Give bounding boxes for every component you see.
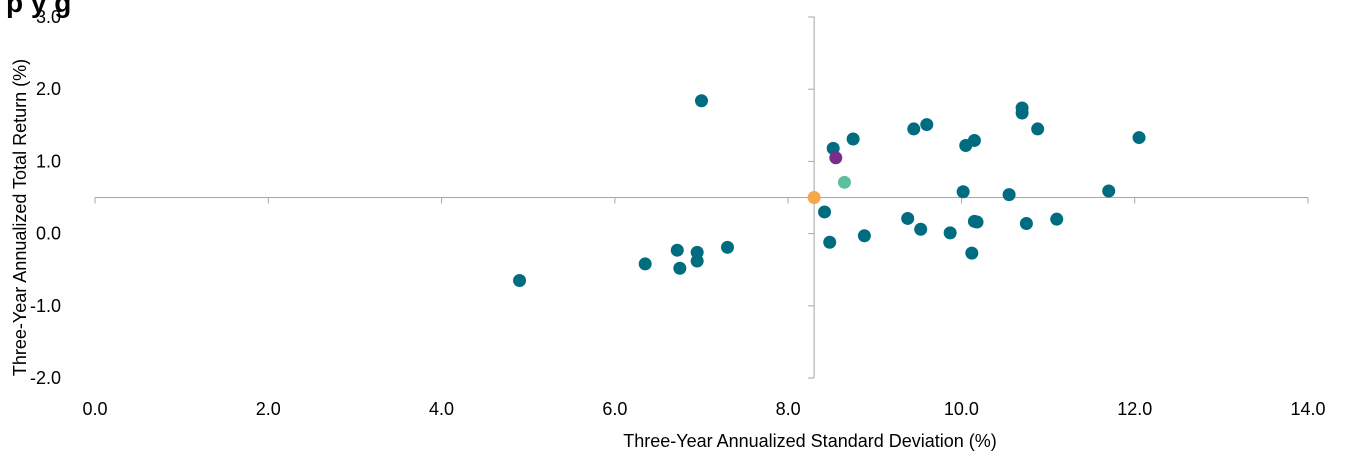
data-point [670, 243, 684, 257]
x-tick-label: 2.0 [256, 399, 281, 419]
x-tick-label: 10.0 [944, 399, 979, 419]
data-point [846, 132, 860, 146]
y-tick-label: -2.0 [30, 368, 61, 388]
data-point [807, 191, 821, 204]
y-tick-label: 1.0 [36, 151, 61, 171]
data-point [970, 215, 984, 229]
data-point [914, 222, 928, 236]
data-point [1102, 184, 1116, 198]
data-point [1031, 122, 1045, 136]
data-point [1019, 216, 1033, 230]
data-point [1002, 188, 1016, 202]
data-point [1132, 131, 1146, 145]
y-tick-label: 2.0 [36, 79, 61, 99]
x-tick-label: 6.0 [602, 399, 627, 419]
data-point [638, 257, 652, 271]
x-tick-label: 0.0 [82, 399, 107, 419]
x-tick-label: 12.0 [1117, 399, 1152, 419]
data-point [818, 205, 832, 219]
data-point [823, 235, 837, 249]
y-axis-title: Three-Year Annualized Total Return (%) [10, 59, 30, 376]
y-tick-label: 3.0 [36, 7, 61, 27]
data-point [1050, 212, 1064, 226]
y-tick-label: -1.0 [30, 296, 61, 316]
data-point [920, 118, 934, 132]
chart-title: p y g [6, 0, 72, 18]
data-point [673, 261, 687, 275]
data-point [513, 274, 527, 288]
x-tick-label: 8.0 [776, 399, 801, 419]
data-point [829, 151, 843, 165]
data-point [837, 175, 851, 189]
x-tick-label: 4.0 [429, 399, 454, 419]
data-point [695, 94, 708, 108]
y-tick-label: 0.0 [36, 224, 61, 244]
data-point [907, 122, 921, 136]
data-point [965, 246, 979, 260]
data-point [967, 133, 981, 147]
data-point [901, 211, 915, 225]
data-point [943, 226, 957, 240]
data-point [690, 245, 704, 259]
x-axis-title: Three-Year Annualized Standard Deviation… [623, 431, 997, 451]
data-point [857, 229, 871, 243]
data-point [1015, 106, 1029, 120]
x-tick-label: 14.0 [1290, 399, 1325, 419]
data-point [956, 185, 970, 199]
data-point [720, 240, 734, 254]
